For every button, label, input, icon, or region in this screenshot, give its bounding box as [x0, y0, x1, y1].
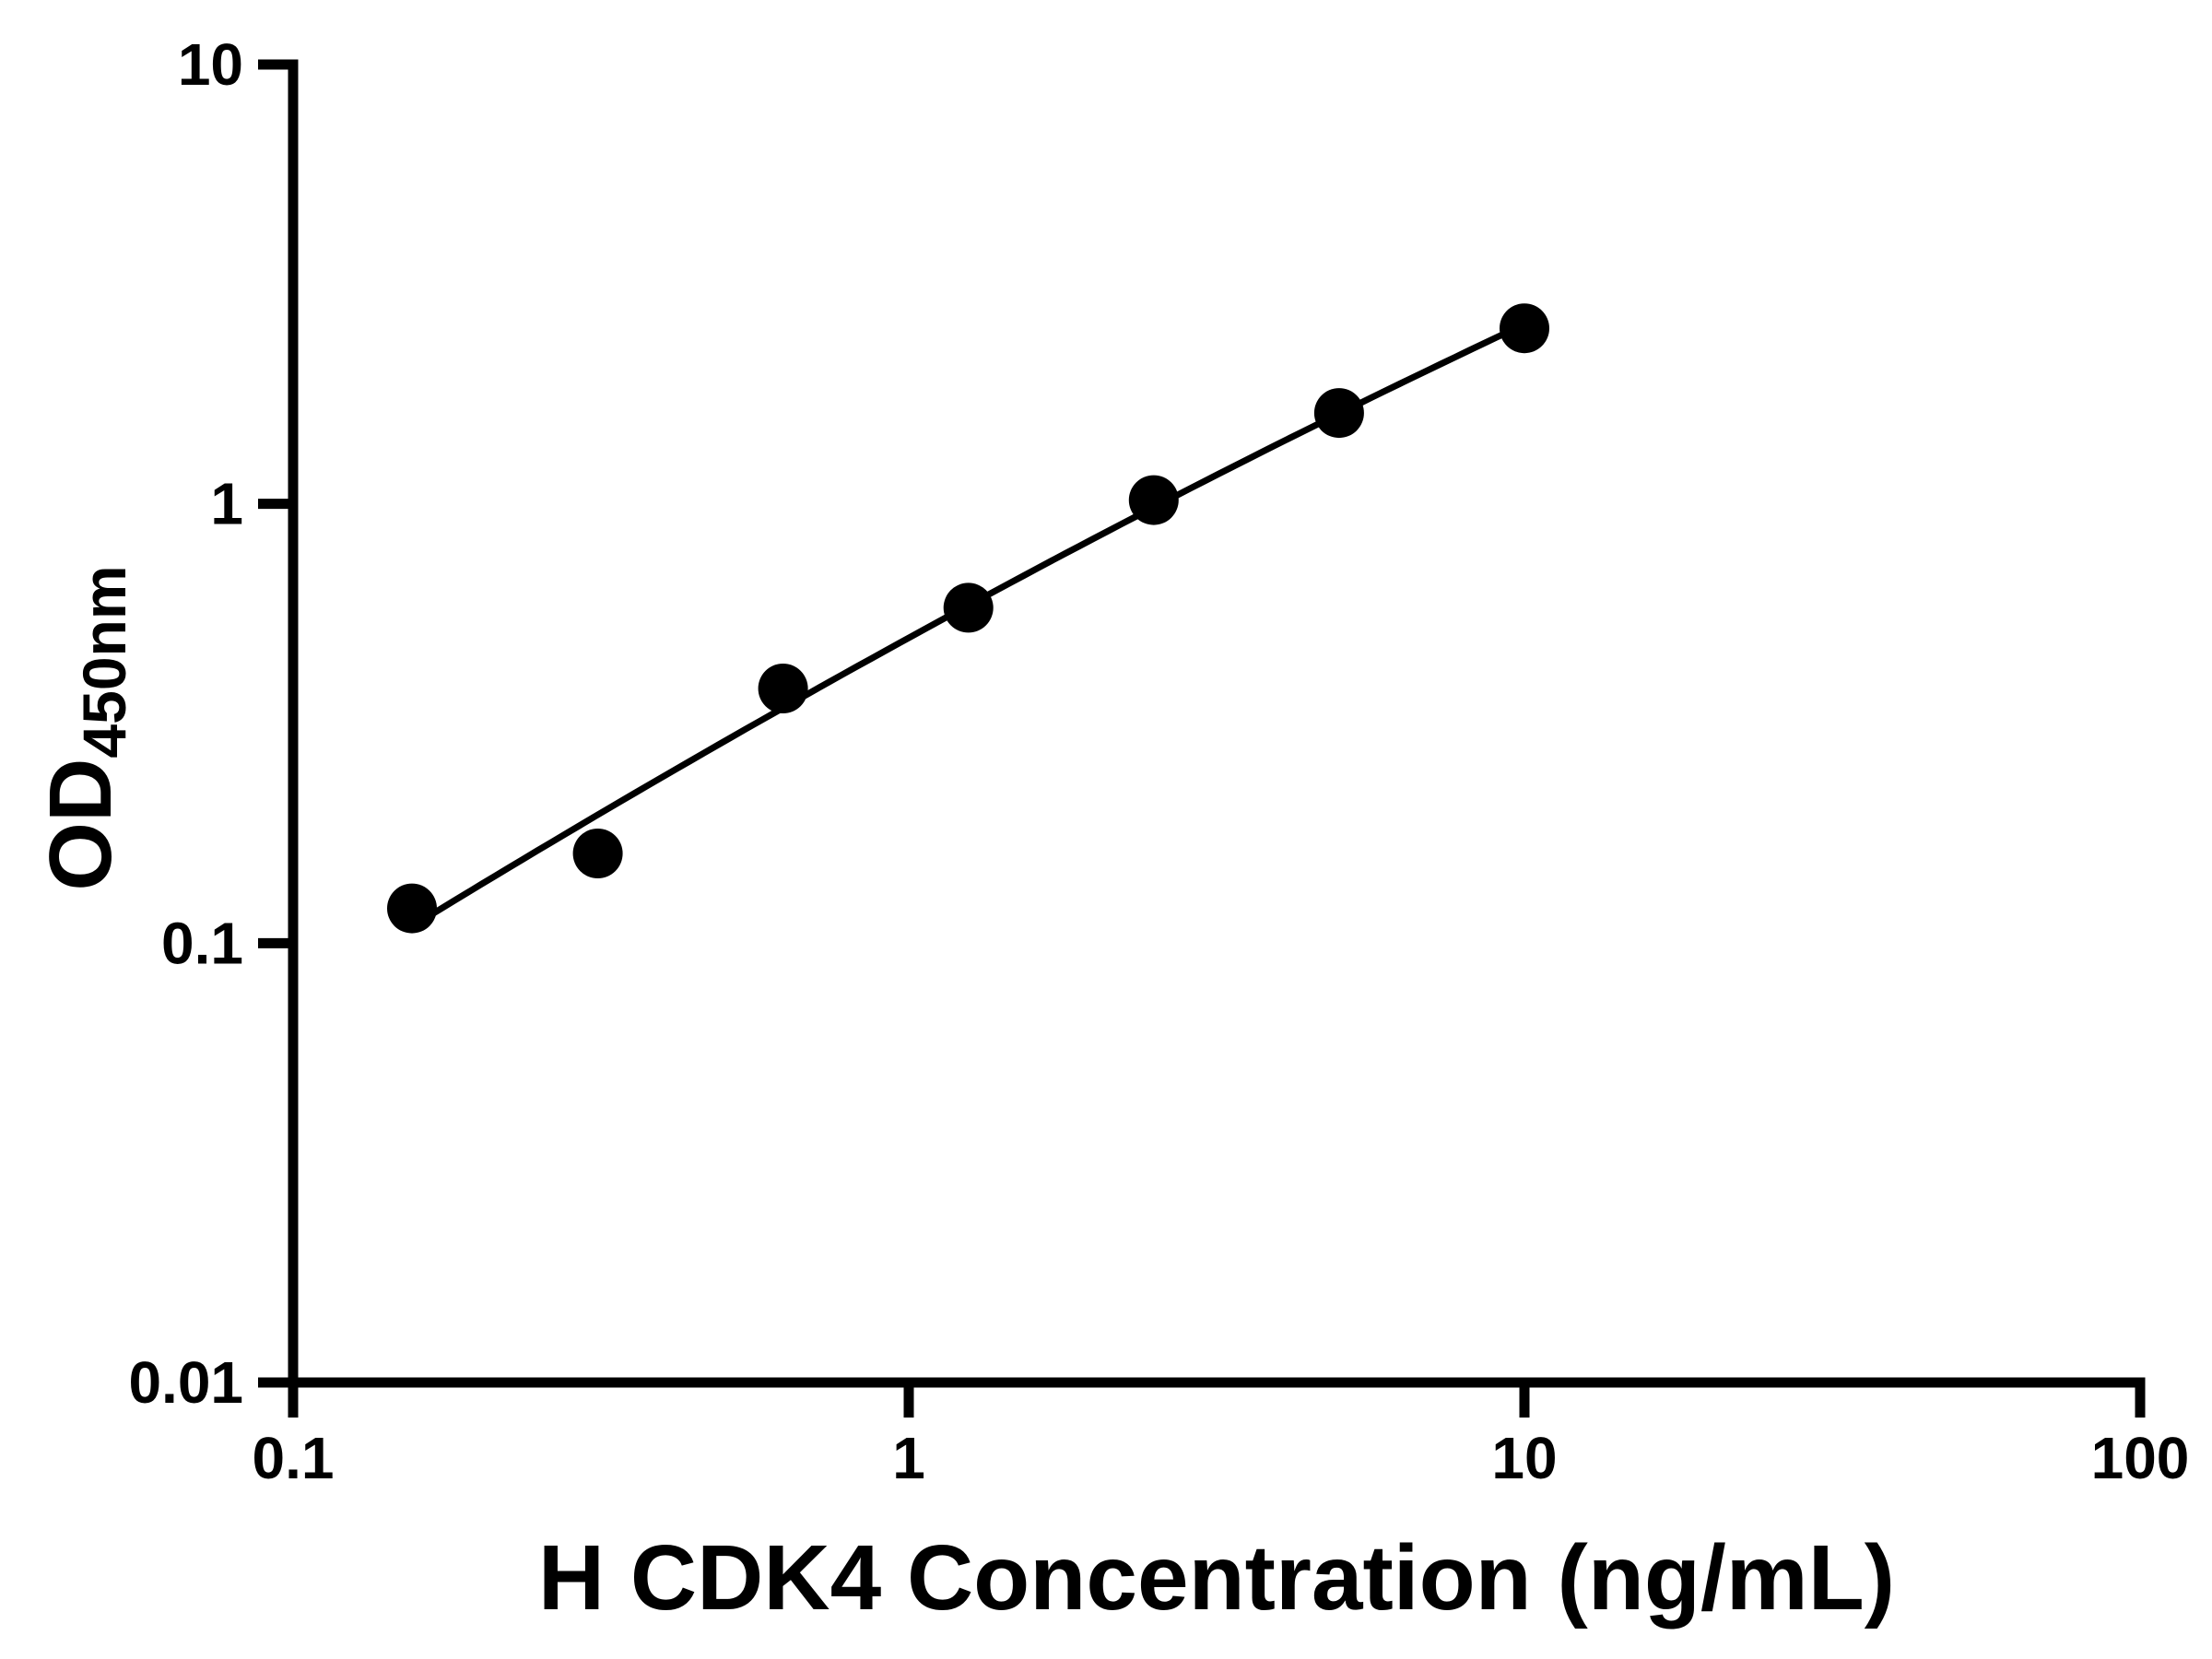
y-tick-label: 0.1 — [161, 910, 243, 976]
x-axis-title: H CDK4 Concentration (ng/mL) — [537, 1526, 1896, 1630]
x-tick-label: 1 — [892, 1425, 925, 1491]
data-point — [1128, 475, 1179, 525]
data-point — [387, 883, 437, 934]
x-tick-label: 100 — [2091, 1425, 2190, 1491]
data-point — [572, 829, 623, 878]
y-tick-label: 1 — [210, 471, 243, 537]
x-tick-label: 10 — [1491, 1425, 1557, 1491]
x-tick-label: 0.1 — [253, 1425, 335, 1491]
y-tick-label: 0.01 — [128, 1349, 243, 1416]
data-point — [1313, 388, 1364, 439]
data-point — [943, 582, 994, 633]
data-point — [758, 664, 808, 713]
y-axis-title-subscript: 450nm — [70, 565, 138, 759]
data-point — [1500, 303, 1549, 354]
y-axis-title: OD450nm — [30, 565, 139, 890]
axis-lines — [288, 59, 2146, 1388]
y-tick-label: 10 — [178, 31, 243, 98]
y-axis-title-main: OD — [31, 758, 130, 891]
